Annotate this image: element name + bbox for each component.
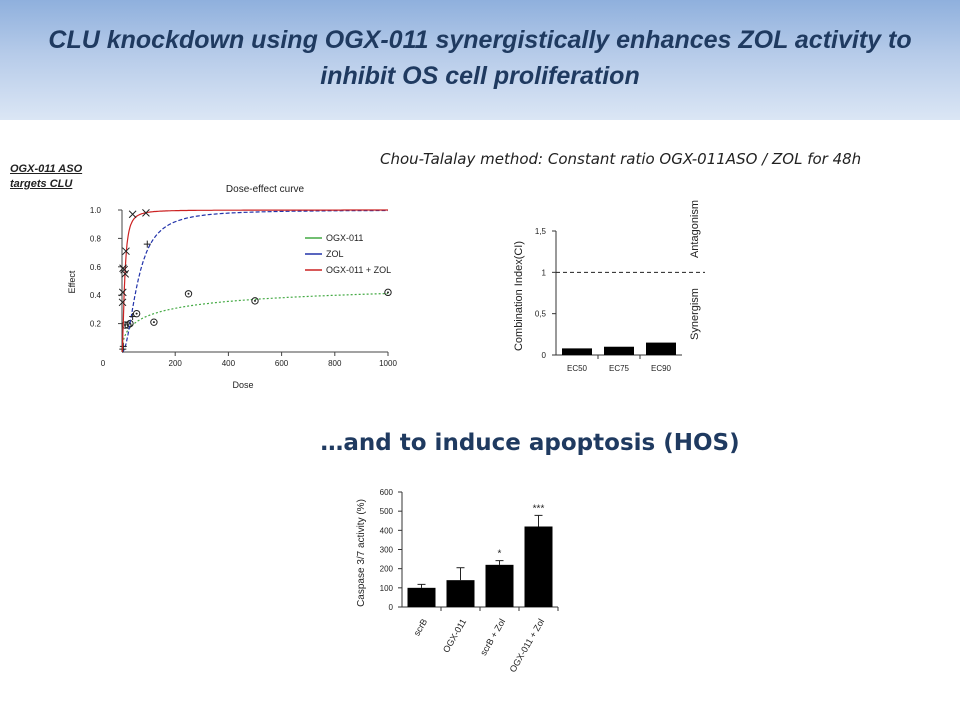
ogx-data-point-center xyxy=(152,321,155,324)
combo-data-point xyxy=(119,264,127,273)
casp-bar xyxy=(485,564,514,607)
ci-y-tick-label: 0,5 xyxy=(535,310,547,319)
ogx-data-point xyxy=(132,309,141,318)
y-tick-label: 0.2 xyxy=(90,320,102,329)
casp-y-tick-label: 500 xyxy=(380,507,394,516)
ogx-data-point xyxy=(384,288,392,297)
legend-label: OGX-011 + ZOL xyxy=(326,265,391,275)
ogx-data-point xyxy=(251,297,259,305)
ogx-data-point-center xyxy=(254,299,256,302)
combo-data-point xyxy=(142,208,150,217)
ci-y-tick-label: 1 xyxy=(542,268,547,277)
x-tick-label: 400 xyxy=(222,359,236,368)
casp-category-label: OGX-011 xyxy=(441,617,468,654)
x-tick-label: 800 xyxy=(328,359,342,368)
zol-data-point xyxy=(119,345,127,353)
antagonism-label: Antagonism xyxy=(689,200,701,258)
ci-y-axis-label: Combination Index(CI) xyxy=(513,241,525,351)
curve-ogx-011-zol xyxy=(121,209,388,353)
ci-bar xyxy=(562,348,592,355)
zol-data-point xyxy=(119,342,127,350)
synergism-label: Synergism xyxy=(689,288,701,340)
casp-category-label: scrB xyxy=(412,617,430,638)
x-tick-label: 1000 xyxy=(379,359,397,368)
ogx-data-point xyxy=(184,290,193,298)
ogx-data-point-center xyxy=(187,292,190,295)
zol-data-point xyxy=(129,313,137,320)
combo-data-point xyxy=(120,265,128,274)
casp-y-tick-label: 0 xyxy=(389,603,394,612)
y-tick-label: 0.8 xyxy=(90,234,102,243)
combo-data-point xyxy=(122,247,130,256)
ci-category-label: EC75 xyxy=(609,364,630,373)
significance-marker: *** xyxy=(533,503,545,514)
legend-label: ZOL xyxy=(326,249,344,259)
ci-category-label: EC50 xyxy=(567,364,588,373)
ogx-data-point xyxy=(121,321,129,329)
ci-bar xyxy=(646,342,676,355)
zol-data-point xyxy=(143,240,151,248)
ci-y-tick-label: 1,5 xyxy=(535,227,547,236)
method-subtitle: Chou-Talalay method: Constant ratio OGX-… xyxy=(380,150,862,168)
casp-y-axis-label: Caspase 3/7 activity (%) xyxy=(356,499,367,607)
combo-data-point xyxy=(121,270,130,278)
significance-marker: * xyxy=(498,549,502,560)
curve-zol xyxy=(121,209,388,353)
y-tick-label: 1.0 xyxy=(90,206,102,215)
ogx-data-point-center xyxy=(135,312,138,315)
page-title: CLU knockdown using OGX-011 synergistica… xyxy=(48,26,912,90)
y-tick-label: 0.4 xyxy=(90,291,102,300)
ogx-data-point-center xyxy=(124,324,127,327)
ci-bar xyxy=(604,346,634,355)
ogx-data-point-center xyxy=(387,291,389,294)
apoptosis-heading: …and to induce apoptosis (HOS) xyxy=(320,430,740,456)
legend-label: OGX-011 xyxy=(326,233,363,243)
dose-chart-title: Dose-effect curve xyxy=(226,184,305,195)
casp-y-tick-label: 300 xyxy=(380,546,394,555)
ogx-data-point xyxy=(124,321,132,329)
combo-data-point xyxy=(128,210,137,219)
curve-ogx-011 xyxy=(121,292,389,352)
ogx-data-point xyxy=(126,319,134,328)
casp-bar xyxy=(407,587,436,607)
ogx-data-point xyxy=(150,318,158,326)
x-tick-label: 600 xyxy=(275,359,289,368)
combo-data-point xyxy=(118,288,127,297)
origin-label: 0 xyxy=(101,359,106,368)
ogx-data-point-center xyxy=(128,322,131,325)
casp-bar xyxy=(446,580,475,607)
x-tick-label: 200 xyxy=(169,359,183,368)
casp-bar xyxy=(524,526,553,607)
ogx-data-point-center xyxy=(126,324,129,327)
ci-category-label: EC90 xyxy=(651,364,672,373)
casp-y-tick-label: 600 xyxy=(380,488,394,497)
casp-category-label: scrB + Zol xyxy=(478,617,507,657)
header-banner xyxy=(0,0,960,120)
casp-category-label: OGX-011 + Zol xyxy=(508,617,547,674)
combo-data-point xyxy=(118,298,127,307)
casp-y-tick-label: 100 xyxy=(380,584,394,593)
y-tick-label: 0.6 xyxy=(90,263,102,272)
y-axis-label: Effect xyxy=(67,270,77,293)
x-axis-label: Dose xyxy=(232,380,253,390)
aso-target-label: OGX-011 ASO targets CLU xyxy=(10,163,83,190)
casp-y-tick-label: 200 xyxy=(380,565,394,574)
casp-y-tick-label: 400 xyxy=(380,526,394,535)
ci-y-tick-label: 0 xyxy=(542,351,547,360)
